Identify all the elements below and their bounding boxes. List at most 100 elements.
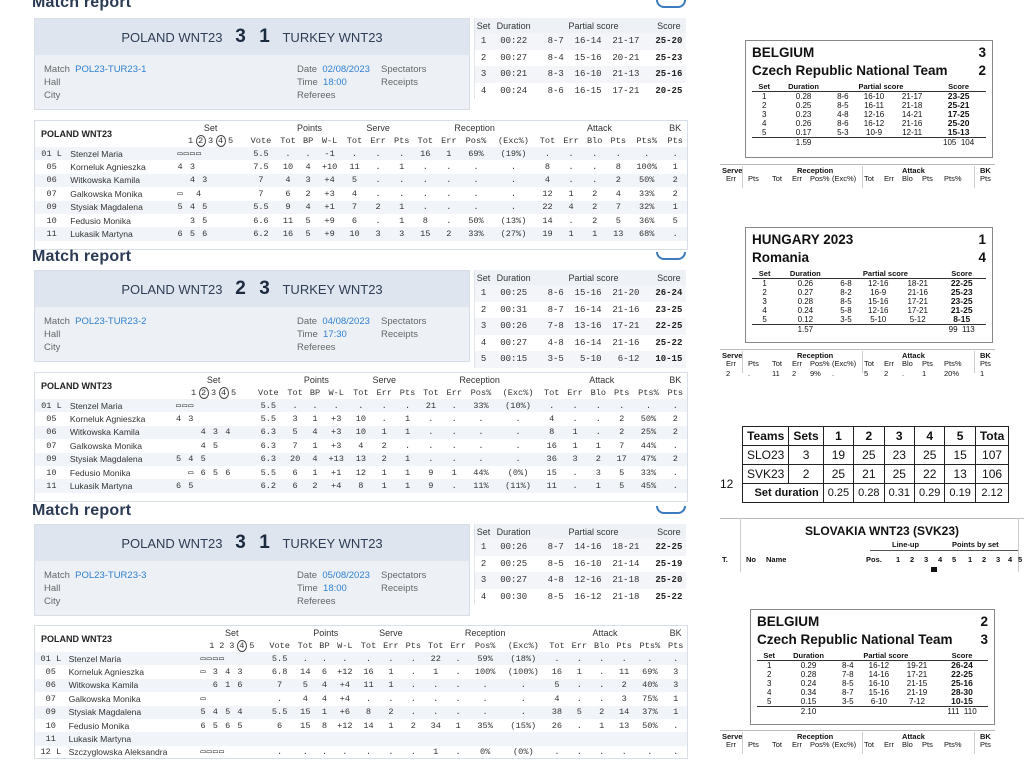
player-row: 05 Korneluk Agnieszka 4 3 5.5 3 1 +3 10. 1.... 4.… (35, 412, 687, 425)
stat-cell: 8 (349, 479, 373, 493)
stat-column-header: Tot (423, 387, 439, 398)
set-cell: 23-25 (947, 91, 970, 101)
stat-cell: 4 (306, 452, 324, 466)
partial-header: Partial score (535, 270, 652, 285)
stat-cell: 1 (599, 720, 605, 731)
set-duration: 00:27 (500, 52, 528, 63)
set-cell: 2 (762, 288, 767, 297)
stat-cell: . (664, 652, 687, 666)
stat-cell: . (496, 452, 541, 466)
stat-cell: 1 (664, 705, 687, 719)
sets-points-table: Teams Sets 1 2 3 4 5 Tota SLO23 3 19 25 23 25 15 107 SVK… (741, 426, 1010, 503)
stat-cell: . (375, 215, 381, 226)
stat-cell: . (473, 188, 479, 199)
stat-cell: 9 (428, 467, 434, 478)
stat-cell (469, 732, 501, 746)
stat-cell: . (413, 173, 438, 188)
stat-cell: 11 (357, 678, 380, 693)
lineup-columns: No Name Pos. 1 2 3 4 5 1 2 3 4 5 (746, 555, 1022, 565)
sub-label: Pts (748, 740, 759, 749)
duration-cell: 0.31 (883, 483, 915, 503)
stat-cell: . (559, 147, 583, 161)
set-cell: 16-10 (868, 679, 890, 688)
match-date-info: Date 05/08/2023 Time 18:00 Referees (297, 569, 370, 608)
referees-label: Referees (297, 596, 336, 607)
stat-cell: . (422, 162, 428, 173)
hall-label: Hall (44, 329, 61, 340)
set-cell: 22-25 (951, 669, 973, 679)
stat-cell: +3 (331, 440, 342, 451)
set-cell: 8-15 (953, 314, 971, 324)
stat-cell: 69% (642, 667, 658, 678)
stat-cell: . (446, 162, 452, 173)
team2-score: 4 (978, 250, 986, 265)
stat-cell: 1 (568, 188, 574, 199)
points-group-header: Points (313, 627, 339, 638)
serve-reception-attack-header-3: Serve Reception Attack BK Err Pts Tot Err Pos% (E… (722, 732, 994, 754)
stat-cell: +3 (323, 425, 350, 440)
teams-bar: POLAND WNT23 3 1 TURKEY WNT23 (35, 525, 469, 561)
stat-cell: 1 (663, 200, 687, 214)
stat-cell: 21 (419, 399, 443, 413)
set-cell: 0.26 (797, 279, 814, 288)
stat-cell: . (590, 678, 613, 693)
duration-cell: 0.25 (822, 483, 855, 503)
stat-cell: 2 (606, 173, 631, 188)
stat-cell: 13 (606, 227, 631, 241)
sub-label: Pos% (810, 740, 830, 749)
total-points: 105 104 (931, 137, 986, 147)
set-row: 4 00:30 8-5 16-12 21-18 25-22 (475, 589, 686, 606)
serve-value: . (832, 369, 835, 378)
stat-cell: 50% (468, 215, 484, 226)
stat-cell: 1 (395, 425, 420, 440)
set-cell: 7-8 (841, 670, 854, 679)
spectators-label: Spectators (381, 64, 427, 75)
receipts-label: Receipts (381, 329, 418, 340)
stat-cell: 17 (610, 452, 634, 466)
set-cell: 23-25 (950, 296, 973, 306)
stat-cell: (15%) (510, 720, 537, 731)
stat-cell: 2 (672, 414, 678, 425)
set-cell: 5-8 (840, 306, 852, 315)
stat-column-header: Tot (543, 387, 560, 398)
t-label: T. (722, 555, 728, 564)
player-row: 09 Stysiak Magdalena 5 4 5 6.3 20 4 +13 13 2 1...… (35, 452, 687, 466)
team2-score: 3 (980, 632, 988, 647)
player-number: 06 (35, 678, 67, 693)
set-score: 25-23 (655, 52, 683, 63)
away-team: TURKEY WNT23 (282, 281, 383, 297)
stat-column-header: (Exc%) (497, 135, 529, 146)
stat-cell: 7 (258, 188, 264, 199)
match-time: 18:00 (323, 583, 347, 594)
stat-cell: . (446, 678, 470, 693)
stat-cell: 4 (321, 693, 328, 704)
player-row: 07 Galkowska Monika ▭ 4 7 6 2 +3 4...... 12 1 2 4 33… (35, 187, 687, 200)
stat-cell: ▭▭▭ (173, 399, 254, 413)
partial-header: Partial score (835, 651, 937, 661)
lineup-col-header: 1 (968, 555, 973, 564)
player-name: Szczyglowska Aleksandra (68, 747, 168, 758)
stat-cell: . (586, 425, 611, 440)
stat-cell: 5.5 (260, 414, 277, 425)
set-row: 4 00:27 4-8 16-14 21-16 25-22 (475, 335, 686, 352)
stat-cell: +4 (332, 678, 358, 693)
stat-cell: 15 (413, 227, 438, 241)
stat-cell: . (277, 693, 283, 704)
serve-value: 2 (792, 369, 797, 378)
stat-cell: . (469, 705, 501, 719)
stat-cell: 4 (358, 440, 364, 451)
stat-cell: . (535, 147, 560, 161)
stat-column-header: Vote (250, 135, 272, 146)
stat-column-header: Pts% (639, 640, 661, 651)
stat-cell: 1 (388, 720, 394, 731)
stat-cell: . (559, 173, 583, 188)
set-group-header: Set (206, 374, 221, 385)
stat-cell (424, 732, 447, 746)
set-table: Set Duration Partial score Score 1 0.28 8-6… (752, 82, 986, 147)
match-date: 05/08/2023 (322, 570, 370, 581)
stat-cell: . (419, 452, 443, 466)
set-cell: 16-9 (870, 288, 887, 297)
stat-cell: 7 (265, 678, 295, 693)
stat-cell: 25% (633, 425, 664, 440)
set-cell: 0.15 (800, 697, 817, 706)
